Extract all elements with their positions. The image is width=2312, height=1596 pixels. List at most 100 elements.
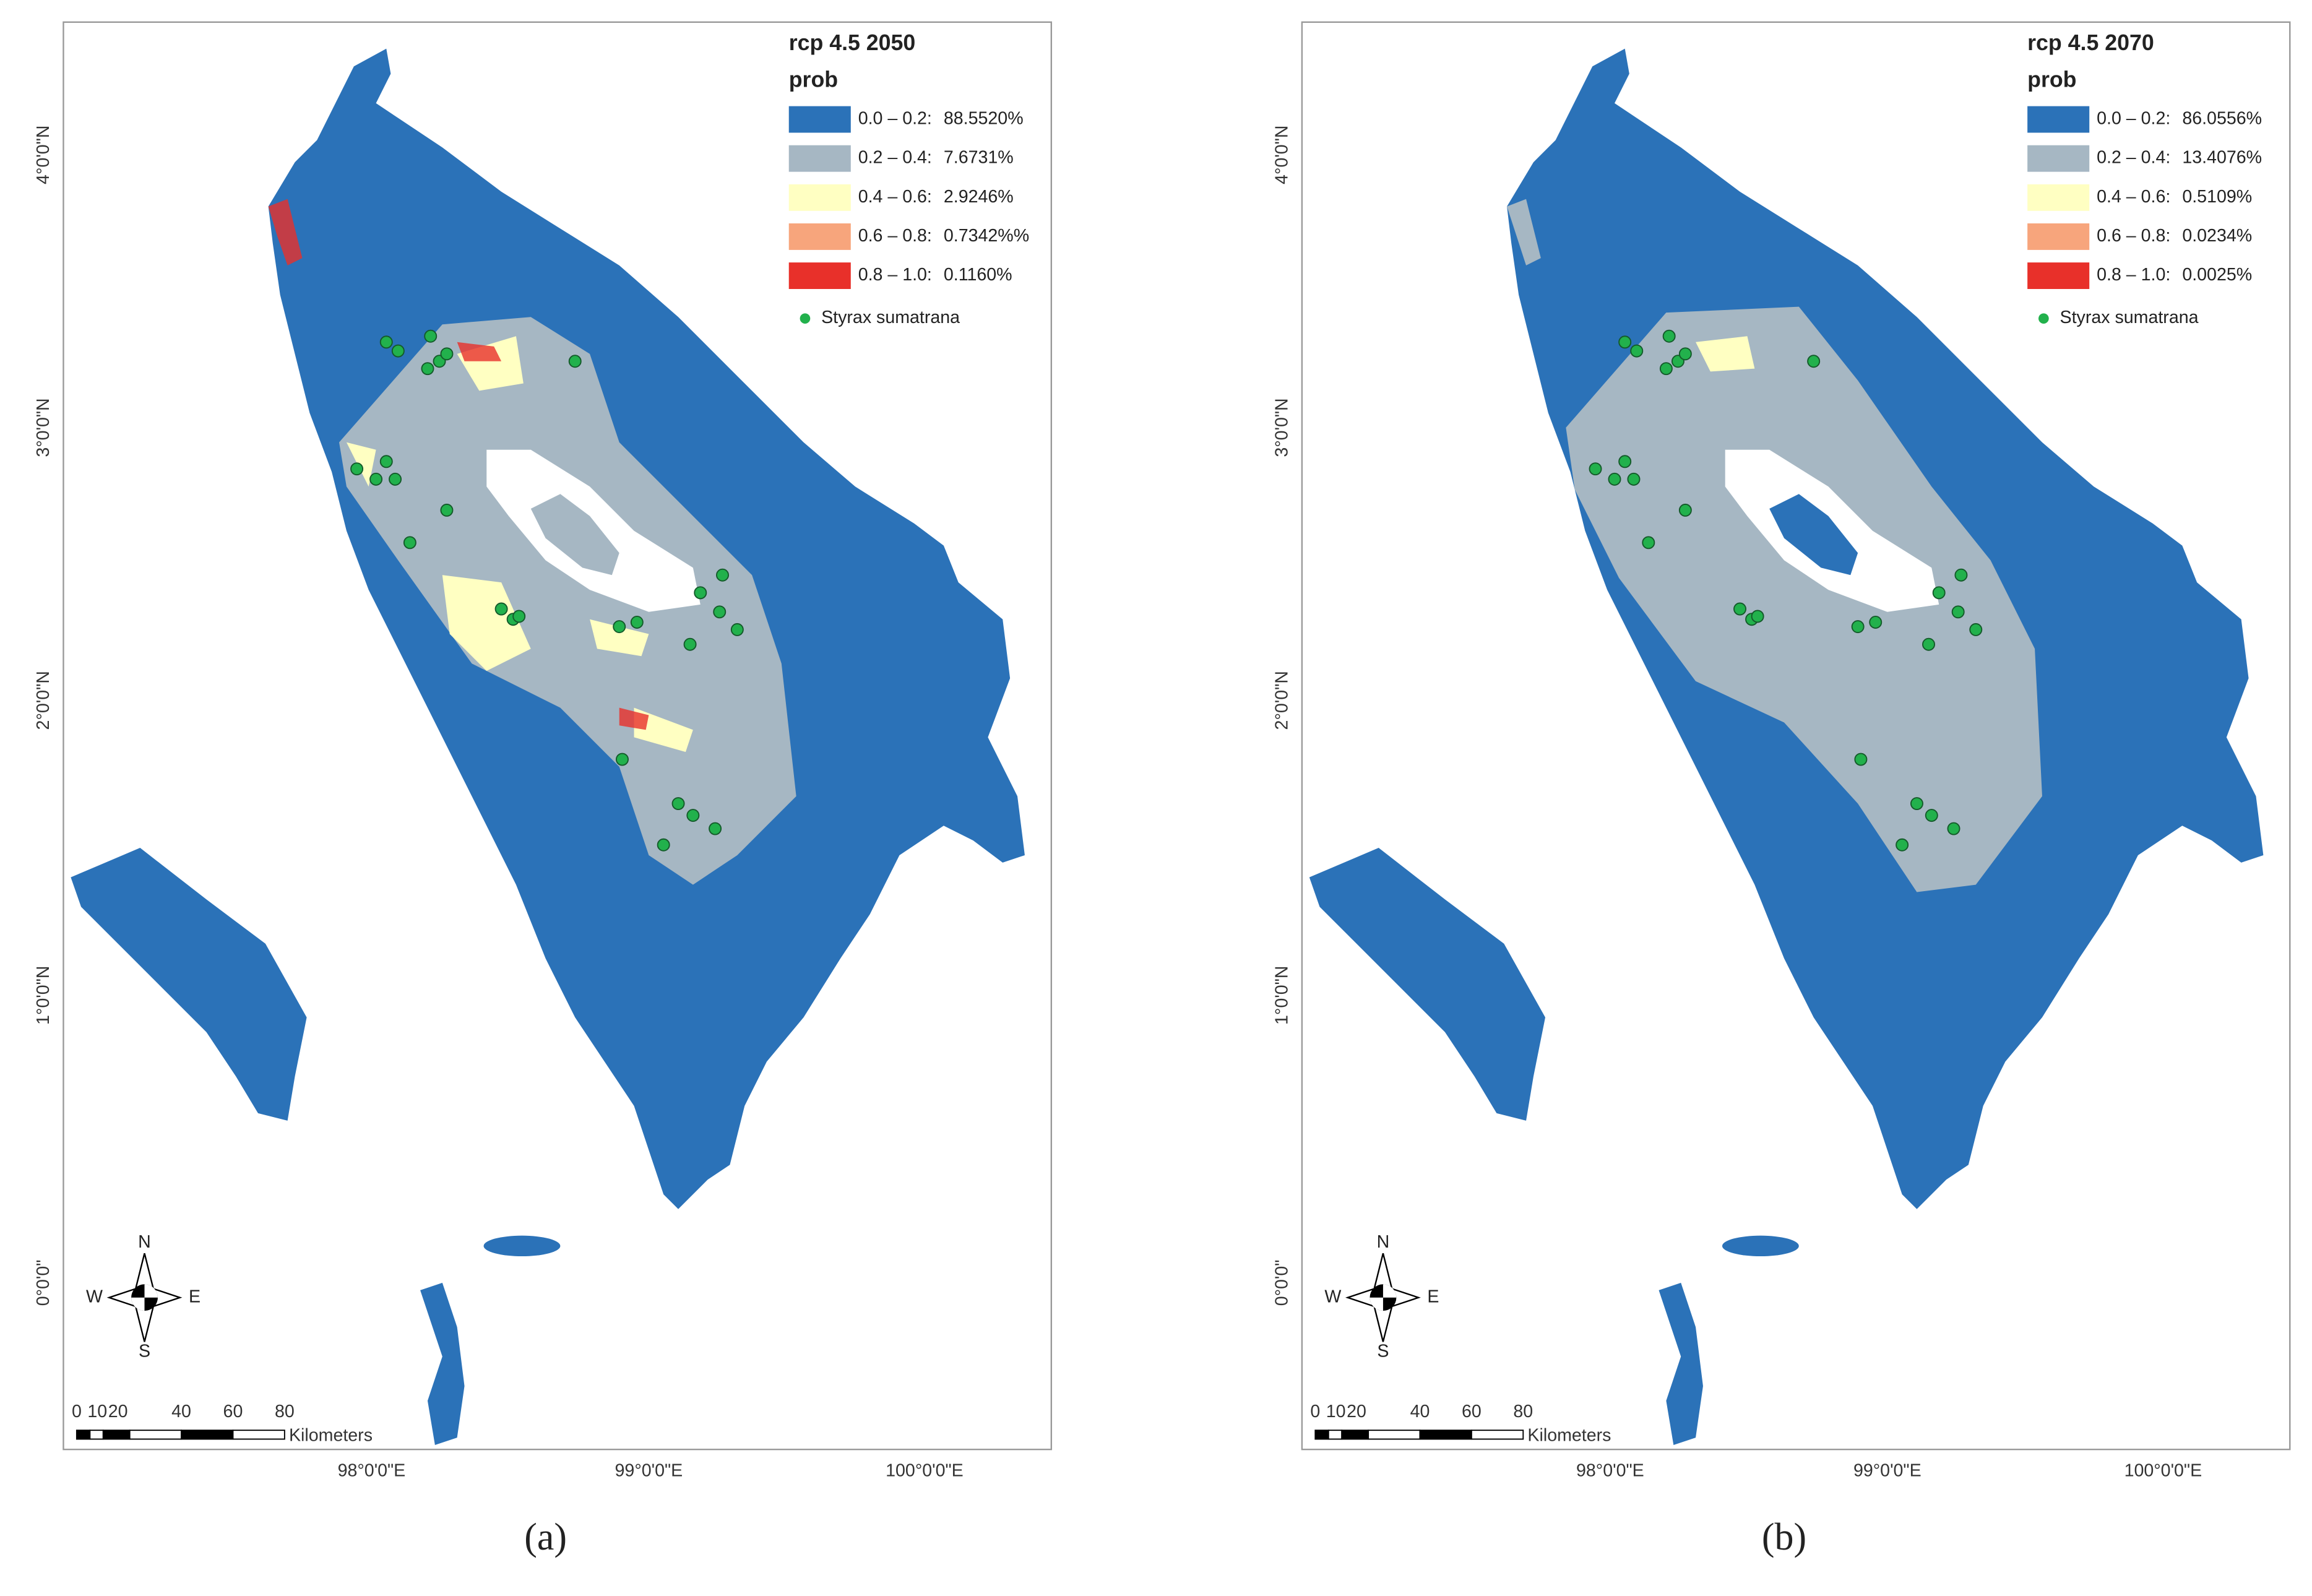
occurrence-point — [694, 586, 707, 600]
occurrence-point — [512, 610, 526, 623]
occurrence-point — [1851, 620, 1865, 634]
scale-bar — [1419, 1430, 1472, 1440]
occurrence-point — [1662, 329, 1676, 343]
longitude-label: 99°0'0"E — [1853, 1460, 1922, 1480]
latitude-label: 0°0'0" — [33, 1260, 53, 1306]
suitability-area — [634, 707, 693, 753]
legend-value: 7.6731% — [944, 148, 1014, 168]
suitability-area — [1566, 306, 2042, 892]
occurrence-point — [1630, 344, 1644, 358]
legend-range: 0.8 – 1.0: — [858, 265, 932, 285]
legend-value: 2.9246% — [944, 187, 1014, 207]
legend-range: 0.4 – 0.6: — [858, 187, 932, 207]
latitude-label: 2°0'0"N — [33, 671, 53, 730]
scale-bar — [1470, 1430, 1524, 1440]
land — [1309, 848, 1546, 1121]
legend-subtitle: prob — [789, 67, 838, 92]
occurrence-point — [1678, 503, 1692, 517]
occurrence-point — [1807, 355, 1821, 368]
longitude-label: 100°0'0"E — [886, 1460, 964, 1480]
latitude-label: 3°0'0"N — [33, 398, 53, 457]
legend-title: rcp 4.5 2050 — [789, 30, 916, 55]
occurrence-point — [350, 462, 364, 476]
land — [1659, 1282, 1703, 1446]
scale-bar — [1368, 1430, 1421, 1440]
scale-label: 20 — [108, 1402, 128, 1421]
legend-value: 88.5520% — [944, 109, 1024, 129]
compass-n: N — [1377, 1232, 1390, 1252]
legend-value: 86.0556% — [2182, 109, 2262, 129]
occurrence-point — [1922, 637, 1935, 651]
compass-w: W — [1324, 1287, 1341, 1306]
legend-swatch — [788, 106, 851, 133]
occurrence-point — [713, 605, 727, 619]
land — [420, 1282, 465, 1446]
legend-range: 0.6 – 0.8: — [2097, 226, 2170, 246]
suitability-area — [442, 575, 531, 671]
suitability-area — [268, 199, 303, 265]
scale-unit: Kilometers — [1527, 1425, 1611, 1445]
island — [1769, 494, 1858, 576]
occurrence-point — [403, 536, 416, 550]
occurrence-point — [686, 809, 700, 822]
occurrence-point — [424, 329, 438, 343]
legend-range: 0.0 – 0.2: — [2097, 109, 2170, 129]
occurrence-point — [1925, 809, 1938, 822]
occurrence-point — [683, 637, 697, 651]
occurrence-point — [1954, 568, 1968, 582]
scale-bar — [1341, 1430, 1370, 1440]
occurrence-point — [1751, 610, 1764, 623]
occurrence-point — [389, 472, 402, 486]
scale-label: 10 — [87, 1402, 107, 1421]
occurrence-point — [671, 797, 685, 811]
map-panel: rcp 4.5 2050 prob 0.0 – 0.2: 88.5520% 0.2 – … — [33, 21, 1053, 1558]
occurrence-point — [440, 347, 454, 361]
legend-value: 0.7342%% — [944, 226, 1029, 246]
compass-e: E — [189, 1287, 201, 1306]
scale-label: 10 — [1326, 1402, 1346, 1421]
legend-swatch — [788, 262, 851, 290]
occurrence-point — [379, 335, 393, 349]
occurrence-point — [1854, 753, 1868, 766]
legend-range: 0.2 – 0.4: — [2097, 148, 2170, 168]
scale-label: 60 — [223, 1402, 243, 1421]
scale-bar — [1327, 1430, 1343, 1440]
occurrence-point — [1608, 472, 1621, 486]
longitude-label: 98°0'0"E — [338, 1460, 406, 1480]
legend-swatch — [2027, 145, 2090, 172]
compass-n: N — [138, 1232, 151, 1252]
occurrence-point — [709, 822, 722, 835]
legend-points-label: Styrax sumatrana — [2060, 308, 2199, 327]
panel-caption: (b) — [1762, 1516, 1806, 1558]
occurrence-point — [1659, 362, 1673, 376]
occurrence-point — [494, 602, 508, 616]
land — [71, 848, 307, 1121]
occurrence-point — [369, 472, 383, 486]
legend-range: 0.6 – 0.8: — [858, 226, 932, 246]
latitude-label: 4°0'0"N — [1272, 126, 1292, 184]
occurrence-point — [1910, 797, 1923, 811]
legend-value: 0.5109% — [2182, 187, 2252, 207]
latitude-label: 0°0'0" — [1272, 1260, 1292, 1306]
occurrence-point — [1589, 462, 1602, 476]
legend-swatch — [2027, 106, 2090, 133]
land — [1722, 1235, 1799, 1257]
occurrence-point — [1969, 623, 1983, 636]
occurrence-point — [1869, 616, 1883, 629]
legend-point — [2038, 313, 2049, 324]
scale-bar — [89, 1430, 104, 1440]
legend-value: 0.1160% — [944, 265, 1012, 285]
compass-w: W — [86, 1287, 103, 1306]
occurrence-point — [630, 616, 644, 629]
legend-swatch — [2027, 223, 2090, 250]
compass-e: E — [1427, 1287, 1439, 1306]
occurrence-point — [568, 355, 582, 368]
compass — [1370, 1284, 1397, 1311]
scale-bar — [102, 1430, 131, 1440]
map-panel: rcp 4.5 2070 prob 0.0 – 0.2: 86.0556% 0.2 – … — [1272, 21, 2291, 1558]
occurrence-point — [730, 623, 744, 636]
legend-swatch — [2027, 184, 2090, 211]
legend-swatch — [2027, 262, 2090, 290]
island — [530, 494, 619, 576]
